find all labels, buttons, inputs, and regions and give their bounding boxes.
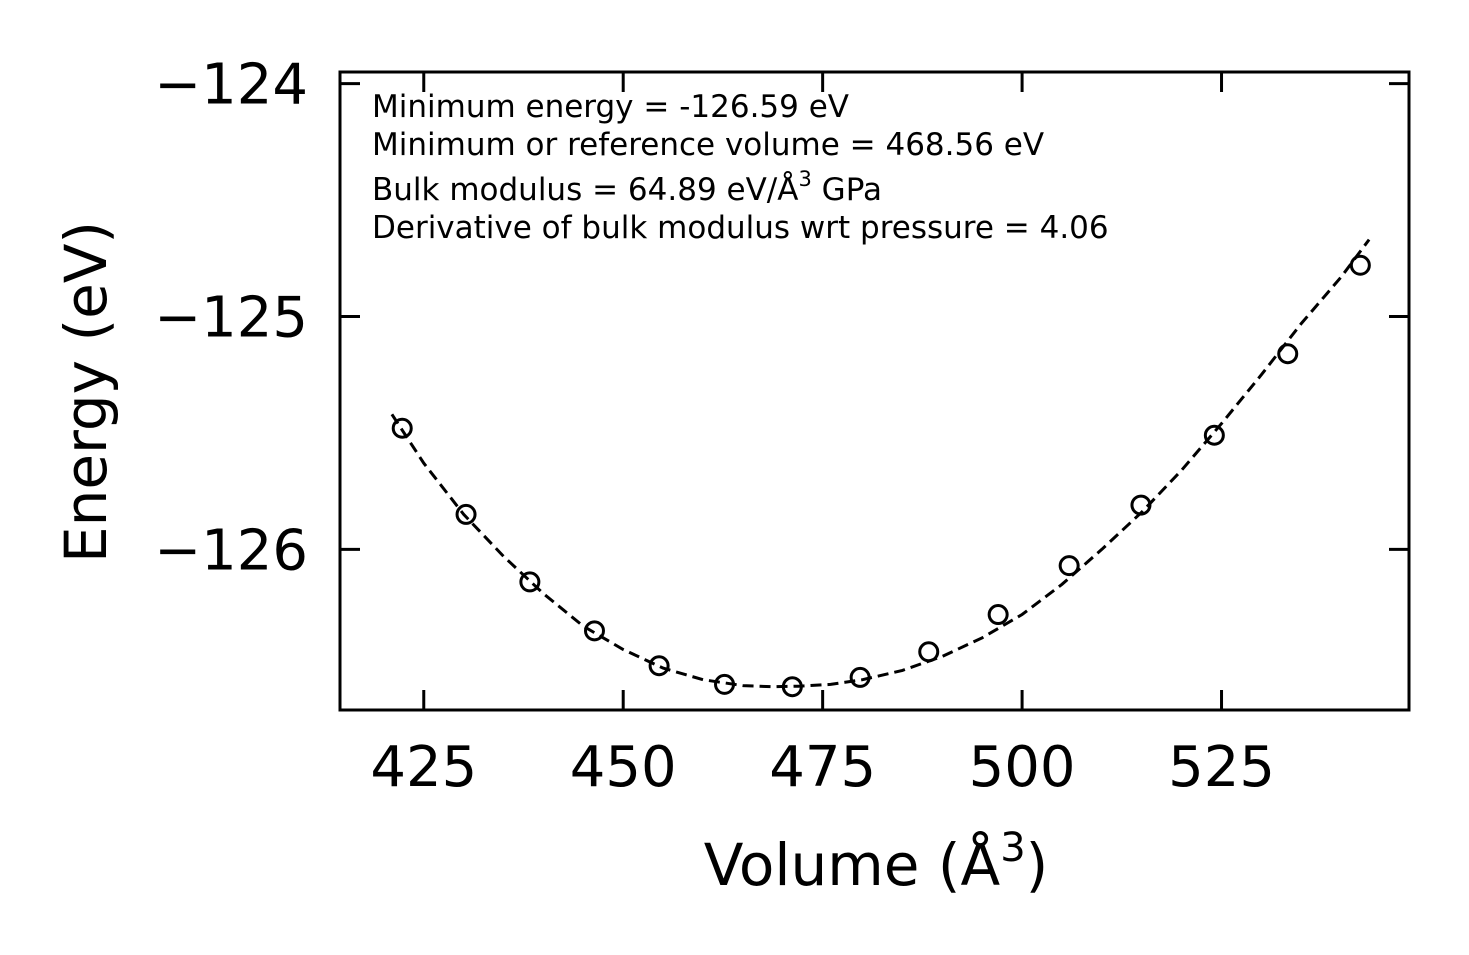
y-tick-label: −126 <box>154 518 308 583</box>
annotation-min-energy: Minimum energy = -126.59 eV <box>372 89 849 125</box>
data-point <box>1203 424 1225 446</box>
data-point <box>987 604 1009 626</box>
data-point <box>391 417 413 439</box>
data-point <box>1349 254 1371 276</box>
x-tick-label: 525 <box>1168 735 1275 800</box>
data-point <box>1058 555 1080 577</box>
data-point <box>714 673 736 695</box>
data-point <box>1130 494 1152 516</box>
fit-curve <box>390 238 1371 689</box>
x-tick-label: 425 <box>370 735 477 800</box>
annotation-bulk-derivative: Derivative of bulk modulus wrt pressure … <box>372 210 1109 246</box>
plot-frame <box>338 70 1411 712</box>
plot-area <box>390 238 1371 698</box>
annotation-box: Minimum energy = -126.59 eV Minimum or r… <box>372 89 1109 246</box>
data-point <box>519 571 541 593</box>
annotation-ref-volume: Minimum or reference volume = 468.56 eV <box>372 127 1044 163</box>
x-tick-label: 450 <box>570 735 677 800</box>
annotation-bulk-modulus: Bulk modulus = 64.89 eV/Å3 GPa <box>372 167 882 208</box>
y-axis-label: Energy (eV) <box>52 221 120 563</box>
y-tick-label: −125 <box>154 285 308 350</box>
x-tick-label: 475 <box>769 735 876 800</box>
data-point <box>455 503 477 525</box>
data-point <box>849 666 871 688</box>
data-point <box>918 641 940 663</box>
data-point <box>781 676 803 698</box>
x-tick-label: 500 <box>969 735 1076 800</box>
data-point <box>583 620 605 642</box>
axis-ticks: 425 450 475 500 525 −124 −125 −126 <box>154 53 1409 800</box>
data-point <box>1277 343 1299 365</box>
x-axis-label: Volume (Å3) <box>704 825 1049 899</box>
y-tick-label: −124 <box>154 53 308 118</box>
data-point <box>648 655 670 677</box>
